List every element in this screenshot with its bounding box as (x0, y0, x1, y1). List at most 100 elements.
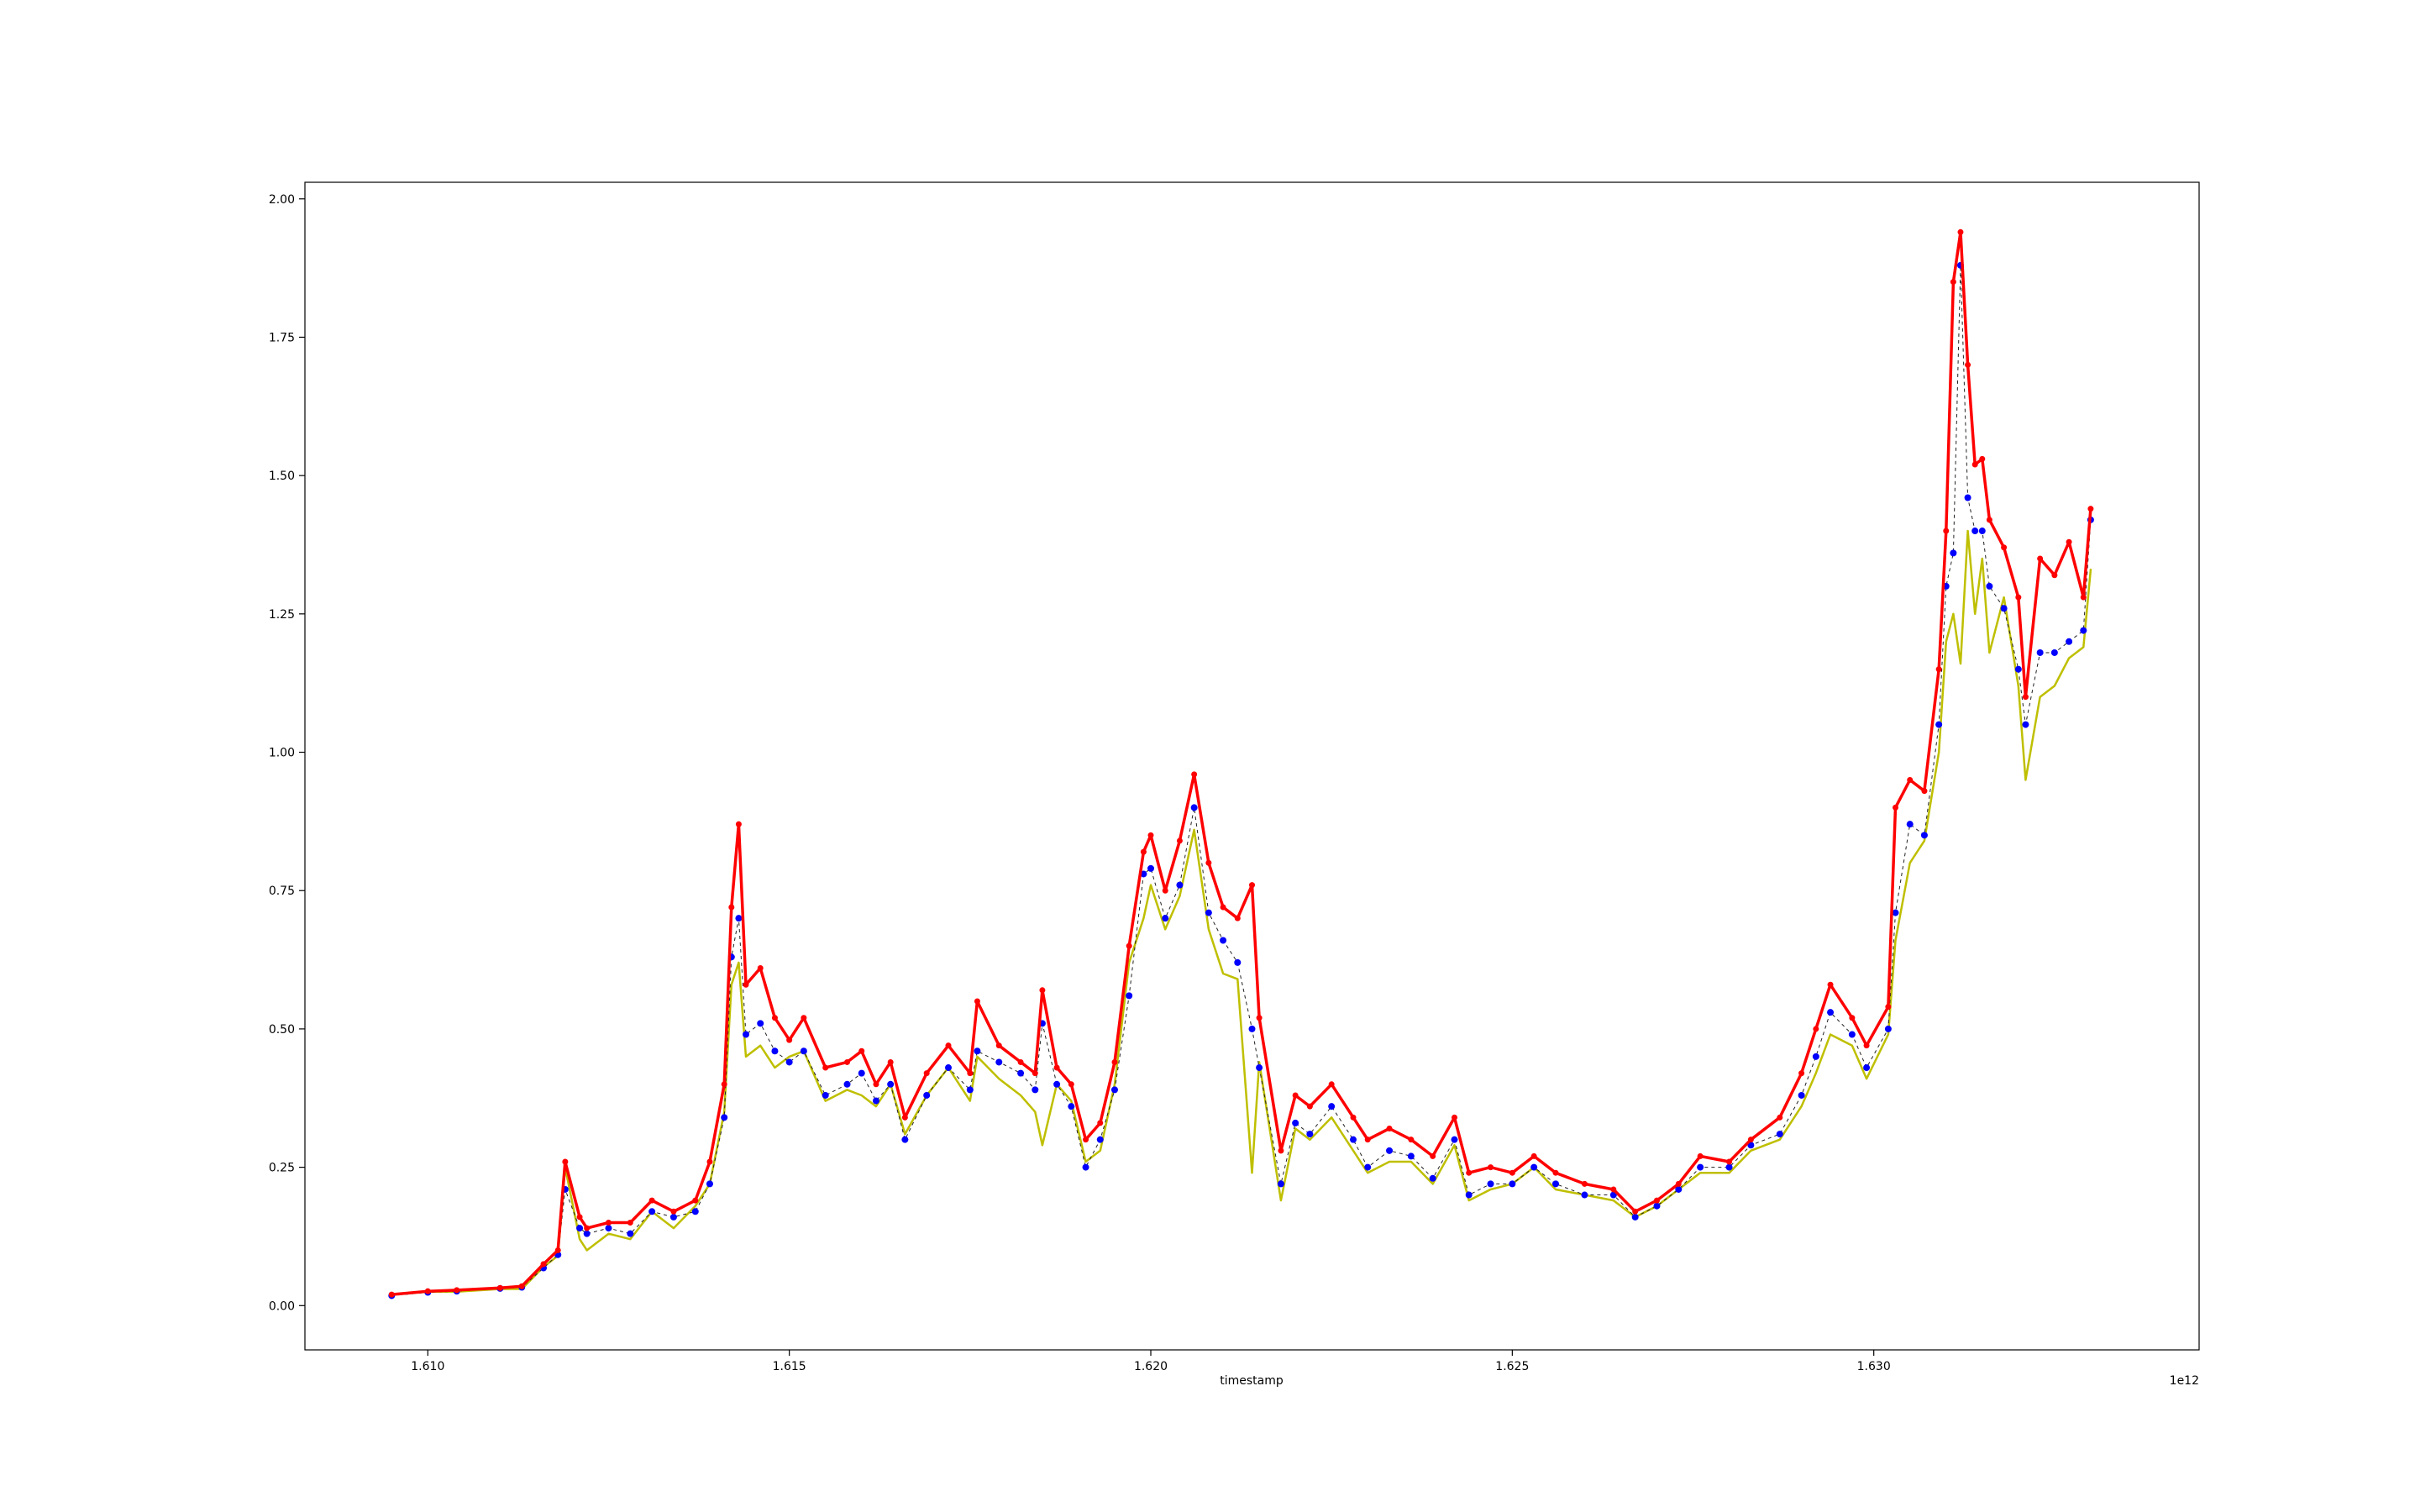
series-point (2022, 694, 2029, 701)
series-point (1964, 494, 1971, 501)
series-point (721, 1114, 728, 1121)
series-point (1096, 1136, 1104, 1143)
series-point (901, 1136, 909, 1143)
series-point (728, 904, 735, 911)
series-point (1986, 582, 1993, 590)
series-point (1965, 361, 1971, 368)
series-point (1979, 455, 1986, 462)
series-point (576, 1225, 584, 1232)
series-point (1205, 859, 1212, 866)
series-point (648, 1208, 656, 1215)
series-point (1053, 1064, 1060, 1071)
series-point (1892, 909, 1899, 916)
series-point (1126, 942, 1132, 949)
series-point (1530, 1152, 1537, 1159)
series-point (540, 1261, 547, 1268)
series-point (1827, 1009, 1835, 1016)
series-point (1017, 1069, 1025, 1077)
series-point (388, 1291, 395, 1298)
series-point (1111, 1058, 1118, 1065)
series-point (1097, 1120, 1104, 1126)
series-point (1551, 1180, 1559, 1188)
series-point (627, 1230, 634, 1237)
series-point (1957, 228, 1964, 235)
series-point (1256, 1064, 1263, 1072)
series-point (2001, 544, 2008, 551)
series-point (995, 1058, 1003, 1066)
series-point (1082, 1163, 1089, 1171)
series-point (800, 1047, 807, 1055)
series-point (454, 1287, 460, 1294)
series-point (735, 915, 743, 922)
y-tick-label: 0.50 (269, 1023, 295, 1037)
series-point (1971, 461, 1978, 468)
series-point (2037, 555, 2044, 562)
series-point (1697, 1163, 1704, 1171)
series-point (1083, 1137, 1089, 1143)
series-point (1068, 1103, 1075, 1110)
series-point (1776, 1131, 1783, 1138)
series-point (1863, 1042, 1870, 1049)
series-point (1950, 549, 1957, 557)
series-point (1176, 837, 1183, 844)
series-point (1552, 1169, 1559, 1176)
series-point (670, 1208, 677, 1215)
y-tick-label: 0.75 (269, 885, 295, 898)
series-point (1893, 804, 1899, 811)
series-point (562, 1158, 569, 1165)
series-point (786, 1037, 793, 1043)
series-point (945, 1042, 952, 1049)
series-point (1349, 1136, 1357, 1143)
series-point (1935, 666, 1942, 673)
series-point (2036, 648, 2044, 656)
series-point (974, 1047, 981, 1055)
series-point (1147, 832, 1154, 838)
x-axis-label: timestamp (1220, 1374, 1284, 1388)
series-point (2066, 538, 2072, 545)
series-point (1632, 1208, 1639, 1215)
series-point (1039, 987, 1046, 994)
series-point (1234, 915, 1241, 921)
series-point (554, 1247, 561, 1253)
series-point (873, 1081, 879, 1088)
series-point (2080, 627, 2087, 634)
series-point (887, 1080, 895, 1088)
x-axis-offset-text: 1e12 (2170, 1374, 2199, 1388)
series-point (518, 1283, 525, 1289)
x-tick-label: 1.620 (1134, 1360, 1168, 1373)
series-point (1848, 1031, 1856, 1038)
series-point (1906, 821, 1914, 828)
series-point (2015, 594, 2022, 601)
series-point (1430, 1152, 1436, 1159)
y-tick-label: 2.00 (269, 193, 295, 207)
series-point (1697, 1152, 1704, 1159)
series-point (1610, 1186, 1617, 1193)
series-point (1509, 1180, 1516, 1188)
series-point (2087, 506, 2094, 512)
series-point (771, 1015, 778, 1021)
series-point (1162, 915, 1169, 922)
series-point (1631, 1213, 1639, 1221)
series-point (757, 1020, 764, 1027)
series-point (1451, 1114, 1457, 1121)
series-point (1386, 1147, 1394, 1154)
series-point (2080, 594, 2087, 601)
series-point (1849, 1015, 1856, 1021)
series-point (1581, 1180, 1588, 1187)
series-point (757, 964, 764, 971)
series-point (1950, 279, 1956, 286)
series-point (967, 1070, 974, 1077)
series-point (1813, 1026, 1819, 1032)
series-point (1466, 1169, 1473, 1176)
series-point (923, 1070, 930, 1077)
series-point (843, 1080, 851, 1088)
series-point (1068, 1081, 1074, 1088)
series-point (1032, 1086, 1039, 1094)
series-point (2066, 638, 2073, 645)
series-point (1191, 771, 1198, 778)
series-point (1032, 1070, 1038, 1077)
series-point (1190, 804, 1198, 811)
series-point (2050, 648, 2058, 656)
series-line (390, 230, 2092, 1296)
series-point (1147, 864, 1155, 872)
